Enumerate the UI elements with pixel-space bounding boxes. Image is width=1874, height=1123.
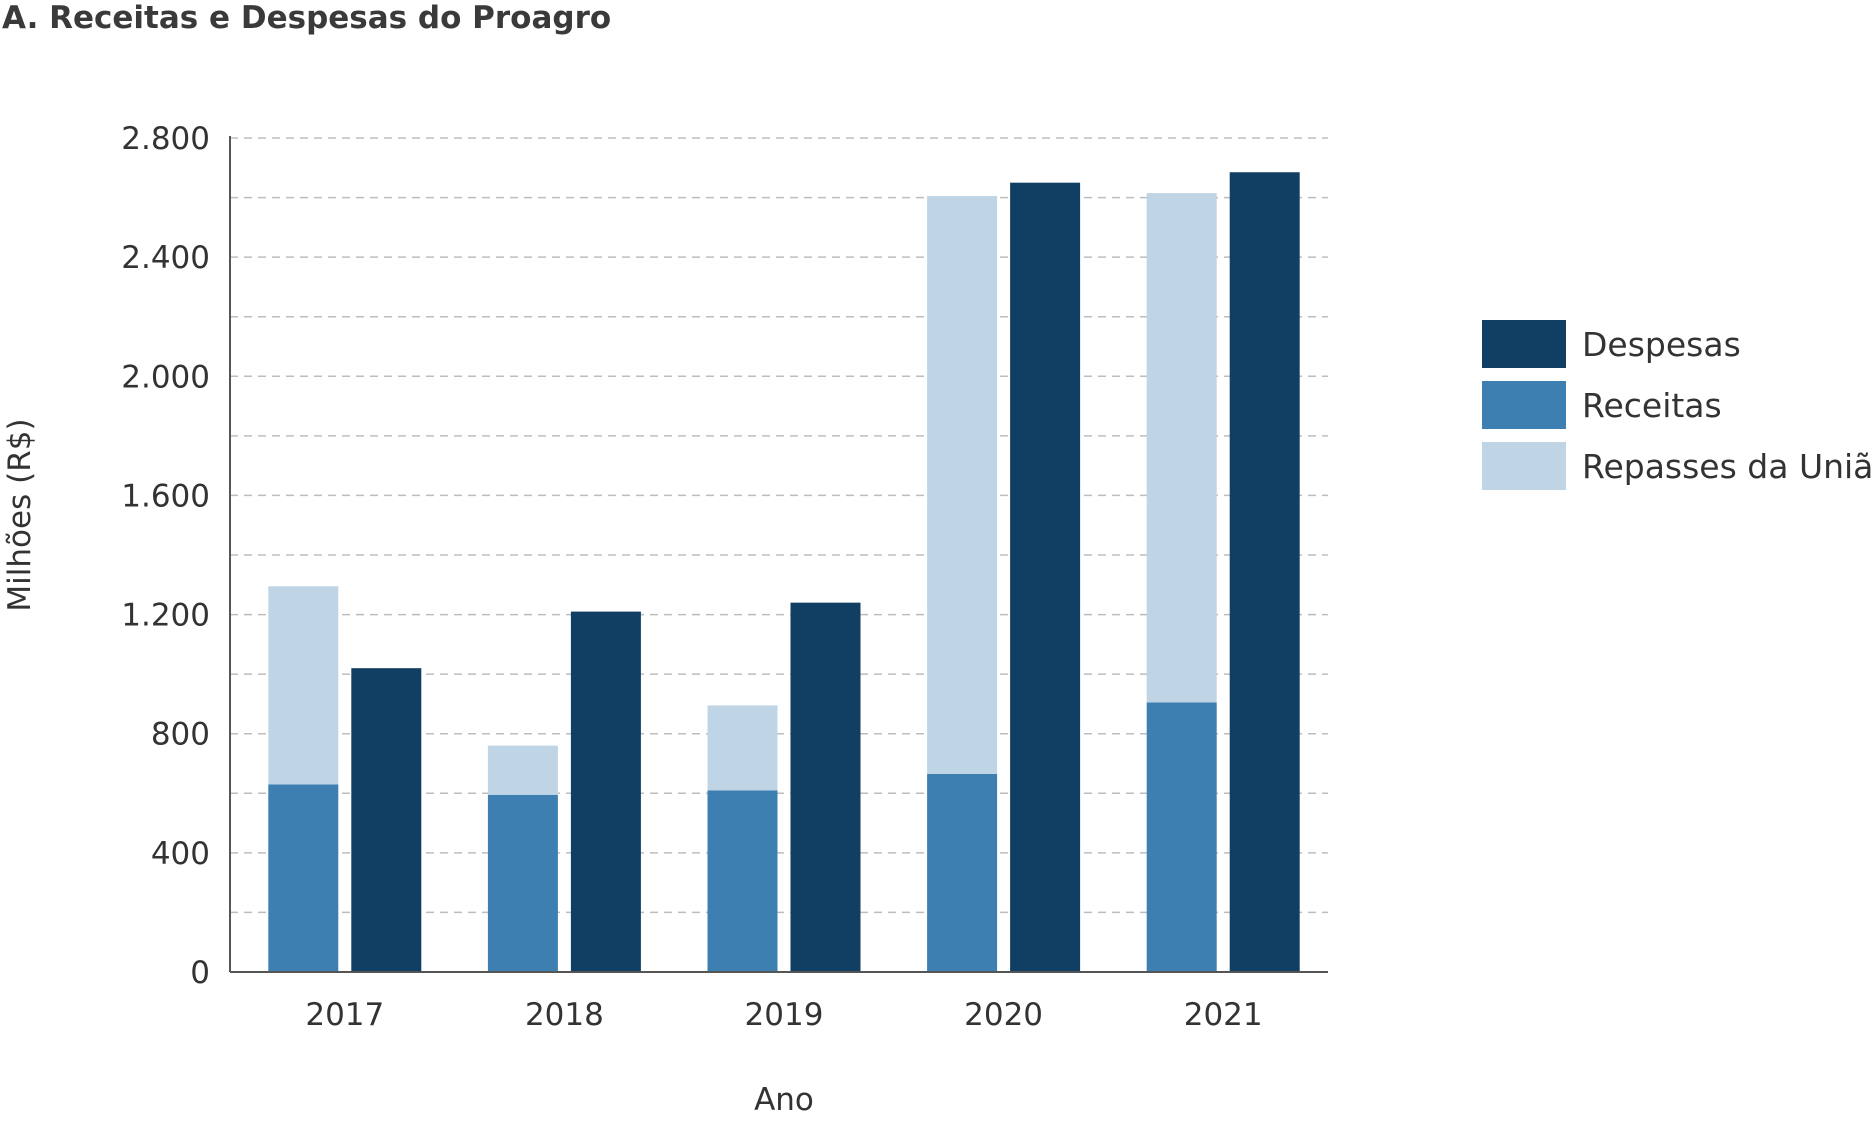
x-axis-title: Ano — [754, 1082, 814, 1118]
bar-despesas-2017 — [351, 668, 422, 972]
x-tick-label: 2017 — [305, 997, 384, 1033]
y-tick-label: 2.800 — [121, 121, 210, 157]
bar-receitas-2021 — [1146, 702, 1217, 972]
bar-repasses-da-uni-o-2018 — [487, 745, 558, 795]
legend-label: Despesas — [1582, 325, 1741, 364]
bar-despesas-2018 — [570, 611, 641, 972]
bar-receitas-2019 — [707, 790, 778, 972]
legend-swatch — [1482, 320, 1566, 368]
bar-repasses-da-uni-o-2017 — [268, 586, 339, 785]
axes: 0 400 800 1.200 1.600 2.000 2.400 2.800 2017 2018… — [121, 121, 1328, 1033]
y-tick-label: 0 — [190, 955, 210, 991]
bar-despesas-2021 — [1229, 172, 1300, 973]
x-tick-label: 2021 — [1184, 997, 1263, 1033]
x-tick-label: 2019 — [745, 997, 824, 1033]
legend-label: Receitas — [1582, 386, 1722, 425]
x-tick-label: 2020 — [964, 997, 1043, 1033]
y-tick-label: 800 — [151, 717, 210, 753]
bar-repasses-da-uni-o-2019 — [707, 705, 778, 791]
y-tick-label: 1.200 — [121, 598, 210, 634]
y-tick-label: 2.400 — [121, 240, 210, 276]
y-tick-label: 400 — [151, 836, 210, 872]
bars — [268, 172, 1300, 973]
bar-receitas-2018 — [487, 794, 558, 972]
x-tick-label: 2018 — [525, 997, 604, 1033]
bar-despesas-2020 — [1010, 182, 1081, 972]
y-tick-label: 1.600 — [121, 478, 210, 514]
chart-title: A. Receitas e Despesas do Proagro — [2, 0, 612, 36]
y-tick-label: 2.000 — [121, 359, 210, 395]
y-axis-title: Milhões (R$) — [2, 418, 38, 611]
legend-swatch — [1482, 442, 1566, 490]
legend-swatch — [1482, 381, 1566, 429]
bar-receitas-2017 — [268, 784, 339, 972]
bar-repasses-da-uni-o-2020 — [927, 196, 998, 774]
bar-despesas-2019 — [790, 602, 861, 972]
bar-repasses-da-uni-o-2021 — [1146, 193, 1217, 703]
legend: Despesas Receitas Repasses da União — [1482, 320, 1874, 490]
bar-receitas-2020 — [927, 773, 998, 972]
legend-label: Repasses da União — [1582, 447, 1874, 486]
